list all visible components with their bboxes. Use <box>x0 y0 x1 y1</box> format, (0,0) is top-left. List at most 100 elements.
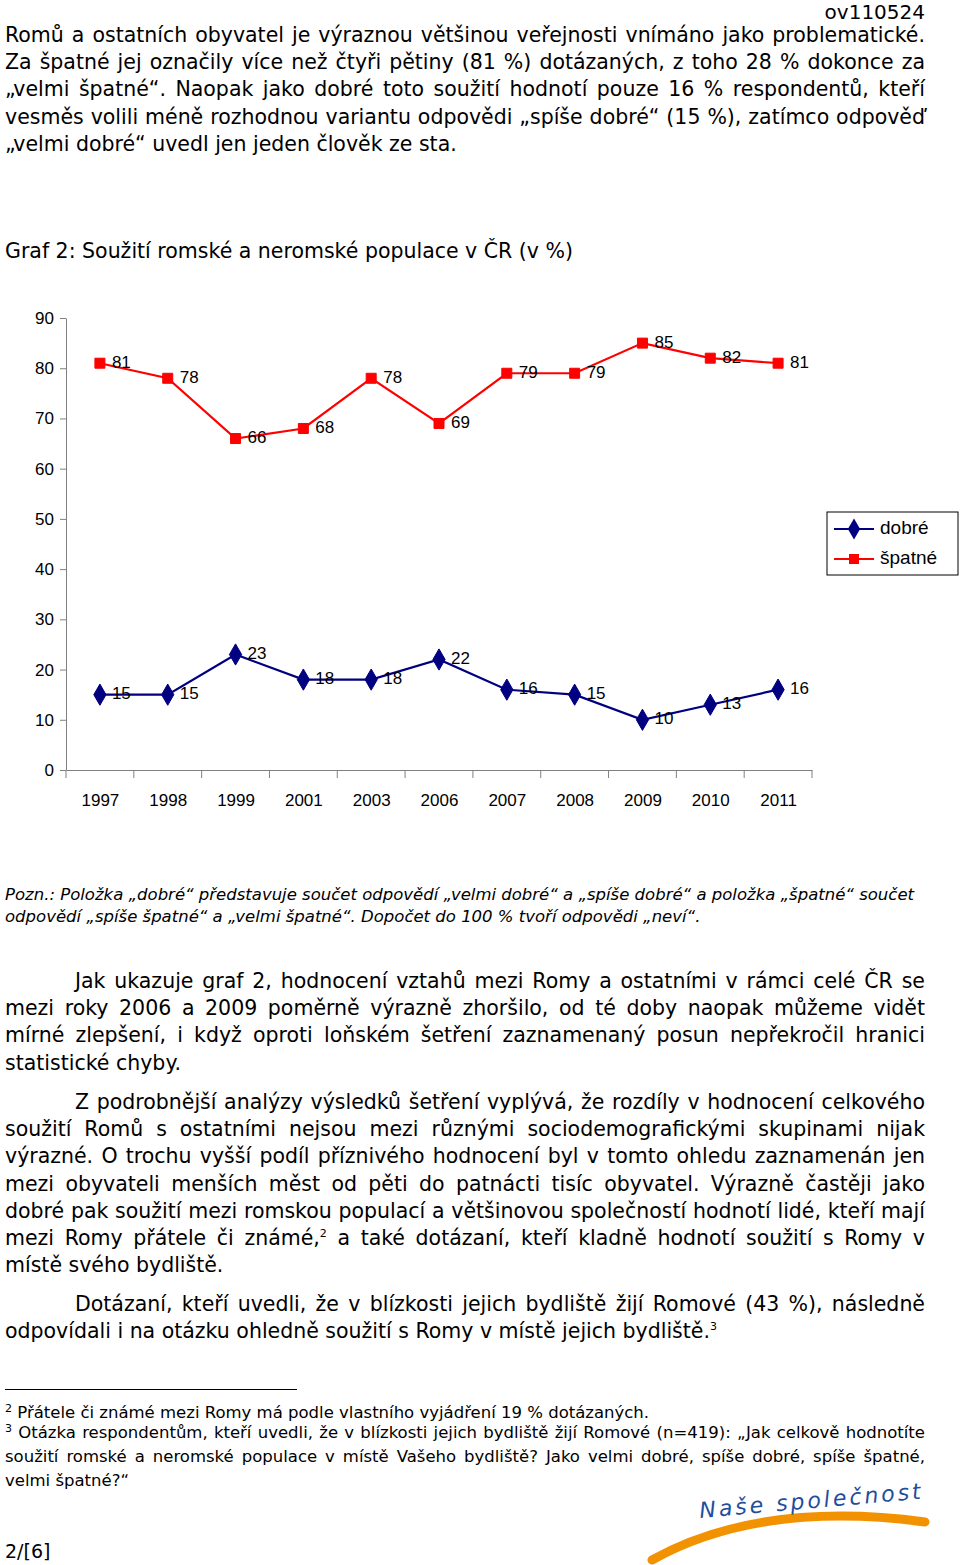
x-boundary-tick <box>337 770 338 778</box>
footnote-number: 3 <box>5 1422 12 1435</box>
x-tick-label: 2010 <box>692 791 730 810</box>
x-boundary-tick <box>133 770 134 778</box>
data-label: 15 <box>112 684 131 703</box>
chart: 0102030405060708090199719981999200120032… <box>35 309 958 810</box>
data-label: 78 <box>180 368 199 387</box>
y-tick-label: 60 <box>35 460 54 479</box>
data-label: 18 <box>383 669 402 688</box>
legend-marker <box>848 518 860 539</box>
page-number: 2/[6] <box>5 1538 205 1564</box>
series-marker <box>704 694 716 715</box>
x-tick: 2001 <box>285 791 323 810</box>
paragraph: Romů a ostatních obyvatel je výraznou vě… <box>5 22 925 158</box>
y-tick-label: 50 <box>35 510 54 529</box>
chart-title: Graf 2: Soužití romské a neromské popula… <box>5 238 925 265</box>
footnote-rule <box>5 1389 297 1390</box>
paragraph-text: Dotázaní, kteří uvedli, že v blízkosti j… <box>5 1292 925 1343</box>
footnote-text: Přátele či známé mezi Romy má podle vlas… <box>17 1403 649 1422</box>
paragraph: Z podrobnější analýzy výsledků šetření v… <box>5 1089 925 1279</box>
legend-marker <box>849 554 859 564</box>
series-marker <box>433 649 445 670</box>
x-tick: 2006 <box>421 791 459 810</box>
note-label: Pozn.: <box>5 885 55 904</box>
x-tick: 2011 <box>760 791 797 810</box>
footnote-text: Otázka respondentům, kteří uvedli, že v … <box>5 1423 925 1490</box>
paragraph: Dotázaní, kteří uvedli, že v blízkosti j… <box>5 1291 925 1345</box>
series-marker <box>95 358 105 368</box>
y-tick-mark <box>60 469 66 470</box>
legend: dobréšpatné <box>827 512 958 575</box>
y-axis-line <box>66 319 67 771</box>
data-label: 15 <box>587 684 606 703</box>
footnote-number: 2 <box>5 1402 12 1415</box>
y-tick-mark <box>60 318 66 319</box>
y-tick-label: 70 <box>35 409 54 428</box>
data-label: 13 <box>722 694 741 713</box>
x-boundary-tick <box>676 770 677 778</box>
y-tick: 50 <box>35 510 66 529</box>
series-marker <box>365 669 377 690</box>
y-tick-label: 90 <box>35 309 54 328</box>
x-tick: 2007 <box>488 791 526 810</box>
series-marker <box>162 684 174 705</box>
y-tick-mark <box>60 770 66 771</box>
y-tick: 20 <box>35 660 66 679</box>
y-tick-label: 0 <box>45 761 54 780</box>
y-tick-mark <box>60 670 66 671</box>
series-marker <box>231 434 241 444</box>
y-tick-label: 40 <box>35 560 54 579</box>
plot-area <box>94 338 784 730</box>
series-line <box>100 343 778 438</box>
data-label: 78 <box>383 368 402 387</box>
series-marker <box>229 644 241 665</box>
x-tick-label: 2007 <box>488 791 526 810</box>
x-boundary-tick <box>608 770 609 778</box>
logo-swoosh <box>652 1516 925 1560</box>
footnote: 2 Přátele či známé mezi Romy má podle vl… <box>5 1401 925 1425</box>
x-tick: 1997 <box>81 791 119 810</box>
series-marker <box>298 423 308 433</box>
data-label: 15 <box>180 684 199 703</box>
y-tick: 10 <box>35 711 66 730</box>
y-tick: 80 <box>35 359 66 378</box>
data-label: 79 <box>519 363 538 382</box>
y-tick-mark <box>60 619 66 620</box>
footnote-ref: 2 <box>320 1227 327 1240</box>
chart-note: Pozn.: Položka „dobré“ představuje souče… <box>5 884 925 928</box>
series-marker <box>705 353 715 363</box>
y-tick: 70 <box>35 409 66 428</box>
paragraph-text: Jak ukazuje graf 2, hodnocení vztahů mez… <box>5 969 925 1075</box>
data-label: 79 <box>587 363 606 382</box>
x-tick-label: 1998 <box>149 791 187 810</box>
y-tick: 60 <box>35 460 66 479</box>
x-boundary-tick <box>66 770 67 778</box>
y-tick-mark <box>60 720 66 721</box>
data-label: 16 <box>790 679 809 698</box>
x-tick: 2008 <box>556 791 594 810</box>
logo: Naše společnost <box>652 1478 925 1560</box>
x-tick: 1999 <box>217 791 255 810</box>
y-axis: 0102030405060708090 <box>35 309 66 780</box>
x-tick-label: 2008 <box>556 791 594 810</box>
series-marker <box>637 338 647 348</box>
data-label: 81 <box>790 353 809 372</box>
y-tick: 90 <box>35 309 66 328</box>
series-marker <box>636 709 648 730</box>
x-boundary-tick <box>201 770 202 778</box>
legend-label: špatné <box>880 547 937 568</box>
paragraph-text: Z podrobnější analýzy výsledků šetření v… <box>5 1090 925 1250</box>
series-marker <box>297 669 309 690</box>
data-label: 81 <box>112 353 131 372</box>
series-marker <box>501 679 513 700</box>
series-marker <box>772 679 784 700</box>
data-label: 16 <box>519 679 538 698</box>
page-overlay: 0102030405060708090199719981999200120032… <box>0 0 960 1565</box>
y-tick-label: 10 <box>35 711 54 730</box>
x-boundary-tick <box>744 770 745 778</box>
legend-line <box>834 558 874 560</box>
footnote-ref: 3 <box>710 1320 717 1333</box>
y-tick-mark <box>60 418 66 419</box>
footnote: 3 Otázka respondentům, kteří uvedli, že … <box>5 1421 925 1493</box>
legend-frame <box>827 512 958 575</box>
data-labels: 1515231818221615101316817866687869797985… <box>112 333 809 729</box>
